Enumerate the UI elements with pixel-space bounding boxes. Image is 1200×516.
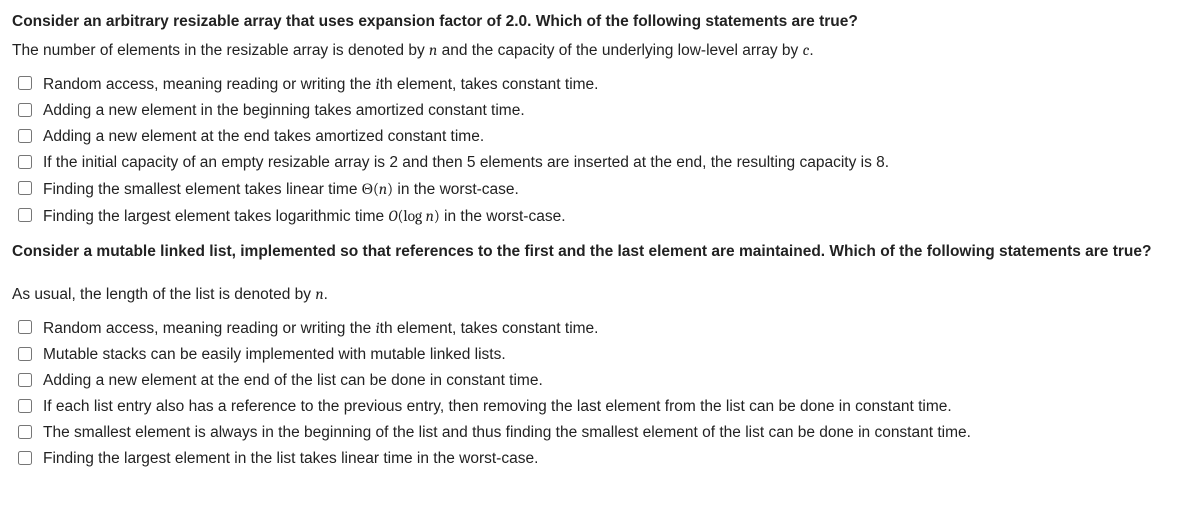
- q1-option-3-label: If the initial capacity of an empty resi…: [43, 151, 1188, 175]
- var-n: n: [315, 285, 323, 303]
- q2-sub-prefix: As usual, the length of the list is deno…: [12, 286, 315, 303]
- txt: Finding the largest element takes logari…: [43, 208, 388, 225]
- q1-sub-suffix: .: [809, 42, 813, 59]
- q2-option-5: Finding the largest element in the list …: [12, 446, 1188, 472]
- q1-option-2: Adding a new element at the end takes am…: [12, 124, 1188, 150]
- q1-checkbox-4[interactable]: [18, 181, 32, 195]
- q2-option-1-label: Mutable stacks can be easily implemented…: [43, 343, 1188, 367]
- q1-options: Random access, meaning reading or writin…: [12, 71, 1188, 230]
- q1-option-0-label: Random access, meaning reading or writin…: [43, 72, 1188, 97]
- q1-prompt: Consider an arbitrary resizable array th…: [12, 10, 1188, 34]
- txt: th element, takes constant time.: [380, 76, 599, 93]
- q1-option-3: If the initial capacity of an empty resi…: [12, 150, 1188, 176]
- txt: th element, takes constant time.: [380, 320, 599, 337]
- q2-sub-suffix: .: [324, 286, 328, 303]
- q2-subprompt: As usual, the length of the list is deno…: [12, 282, 1188, 307]
- q1-option-1: Adding a new element in the beginning ta…: [12, 98, 1188, 124]
- q1-sub-prefix: The number of elements in the resizable …: [12, 42, 429, 59]
- q2-option-3-label: If each list entry also has a reference …: [43, 395, 1188, 419]
- txt: in the worst-case.: [440, 208, 566, 225]
- q2-prompt: Consider a mutable linked list, implemen…: [12, 240, 1188, 264]
- q1-option-4: Finding the smallest element takes linea…: [12, 176, 1188, 203]
- q2-checkbox-1[interactable]: [18, 347, 32, 361]
- open-log: (log: [397, 207, 425, 225]
- q2-option-0: Random access, meaning reading or writin…: [12, 315, 1188, 342]
- var-n: n: [426, 207, 434, 225]
- q1-sub-mid: and the capacity of the underlying low-l…: [437, 42, 802, 59]
- txt: in the worst-case.: [393, 181, 519, 198]
- q2-option-2: Adding a new element at the end of the l…: [12, 368, 1188, 394]
- q2-option-0-label: Random access, meaning reading or writin…: [43, 316, 1188, 341]
- q1-checkbox-0[interactable]: [18, 76, 32, 90]
- q1-option-4-label: Finding the smallest element takes linea…: [43, 177, 1188, 202]
- q2-option-2-label: Adding a new element at the end of the l…: [43, 369, 1188, 393]
- q2-option-5-label: Finding the largest element in the list …: [43, 447, 1188, 471]
- q2-option-1: Mutable stacks can be easily implemented…: [12, 342, 1188, 368]
- q1-option-2-label: Adding a new element at the end takes am…: [43, 125, 1188, 149]
- q2-option-4: The smallest element is always in the be…: [12, 420, 1188, 446]
- q2-options: Random access, meaning reading or writin…: [12, 315, 1188, 472]
- txt: Random access, meaning reading or writin…: [43, 76, 376, 93]
- q2-checkbox-4[interactable]: [18, 425, 32, 439]
- q2-checkbox-3[interactable]: [18, 399, 32, 413]
- q2-option-3: If each list entry also has a reference …: [12, 394, 1188, 420]
- q2-option-4-label: The smallest element is always in the be…: [43, 421, 1188, 445]
- q2-checkbox-0[interactable]: [18, 320, 32, 334]
- q1-option-0: Random access, meaning reading or writin…: [12, 71, 1188, 98]
- q1-checkbox-2[interactable]: [18, 129, 32, 143]
- var-n: n: [379, 180, 387, 198]
- q1-checkbox-1[interactable]: [18, 103, 32, 117]
- q1-option-5-label: Finding the largest element takes logari…: [43, 204, 1188, 229]
- q2-checkbox-5[interactable]: [18, 451, 32, 465]
- question-2: Consider a mutable linked list, implemen…: [12, 240, 1188, 472]
- question-1: Consider an arbitrary resizable array th…: [12, 10, 1188, 230]
- txt: Finding the smallest element takes linea…: [43, 181, 362, 198]
- q2-checkbox-2[interactable]: [18, 373, 32, 387]
- q1-checkbox-5[interactable]: [18, 208, 32, 222]
- theta: Θ(: [362, 180, 379, 198]
- txt: Random access, meaning reading or writin…: [43, 320, 376, 337]
- q1-subprompt: The number of elements in the resizable …: [12, 38, 1188, 63]
- q1-option-5: Finding the largest element takes logari…: [12, 203, 1188, 230]
- q1-checkbox-3[interactable]: [18, 155, 32, 169]
- q1-option-1-label: Adding a new element in the beginning ta…: [43, 99, 1188, 123]
